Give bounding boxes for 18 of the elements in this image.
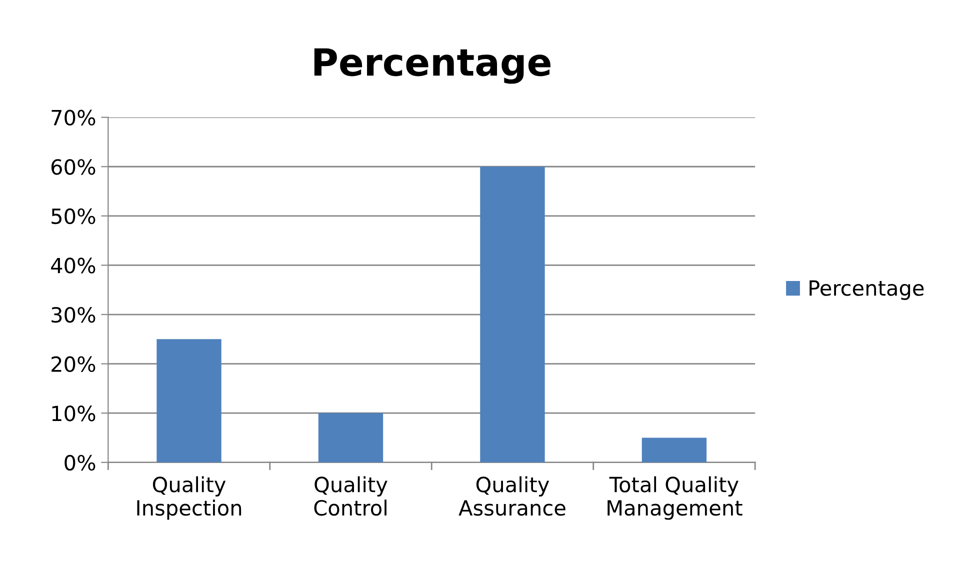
y-tick-label: 10% <box>52 406 96 422</box>
y-tick-label: 60% <box>51 159 96 175</box>
y-tick-label: 20% <box>52 356 96 372</box>
bar <box>642 438 707 462</box>
legend-label: Percentage <box>810 280 924 300</box>
x-tick-label: Quality Control <box>314 476 388 516</box>
y-tick-label: 40% <box>51 258 96 274</box>
x-tick-label: Total Quality Management <box>608 476 742 520</box>
bar <box>318 413 384 462</box>
chart-title: Percentage <box>314 48 550 84</box>
bar <box>156 339 222 462</box>
y-tick-label: 70% <box>52 110 96 126</box>
y-tick-label: 50% <box>52 208 96 224</box>
x-tick-label: Quality Inspection <box>137 476 242 520</box>
y-tick-label: 30% <box>52 306 96 323</box>
y-tick-label: 0% <box>64 454 96 471</box>
x-tick-label: Quality Assurance <box>458 476 566 516</box>
bar <box>480 166 545 462</box>
